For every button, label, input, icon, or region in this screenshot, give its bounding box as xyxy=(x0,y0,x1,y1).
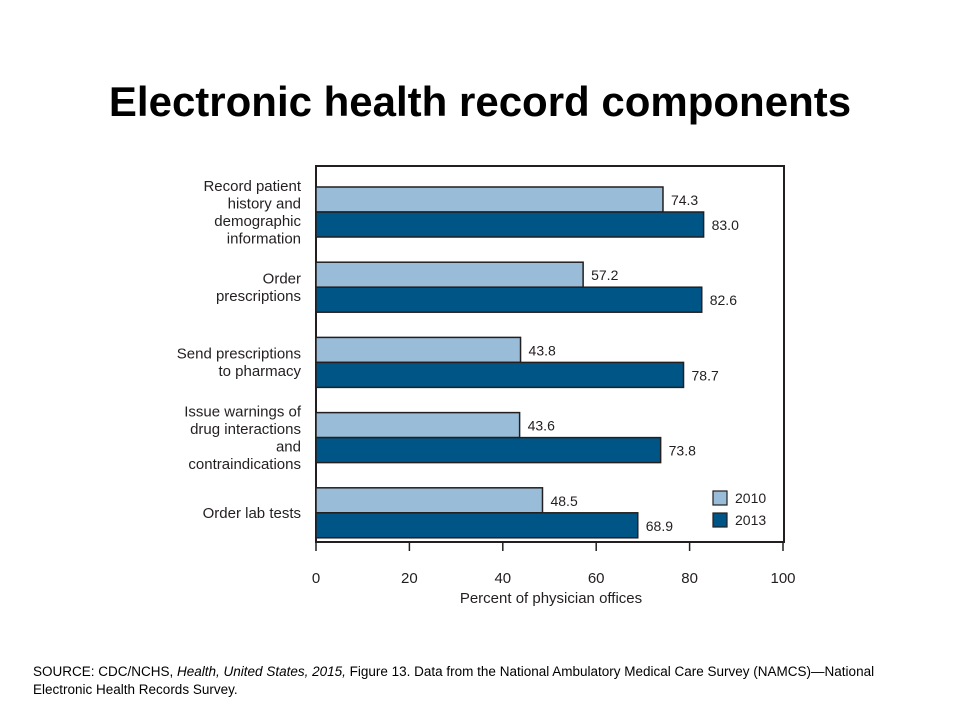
category-label: Issue warnings of drug interactions and con… xyxy=(184,403,302,473)
bar-2010-5 xyxy=(315,487,544,514)
bar-value-label: 68.9 xyxy=(646,518,673,534)
legend-label-2010: 2010 xyxy=(735,490,766,506)
source-note: SOURCE: CDC/NCHS, Health, United States,… xyxy=(33,663,933,699)
category-label: Order prescriptions xyxy=(216,270,301,305)
bar-2013-3 xyxy=(315,361,685,389)
bar-value-label: 82.6 xyxy=(710,292,737,308)
category-label: Order lab tests xyxy=(203,505,301,522)
x-tick-label: 60 xyxy=(588,570,605,587)
bar-value-label: 78.7 xyxy=(692,367,719,383)
bar-value-label: 73.8 xyxy=(669,443,696,459)
x-tick-label: 0 xyxy=(312,570,320,587)
legend-swatch-2010 xyxy=(712,490,728,506)
source-suffix: Figure 13. Data from the National Ambula… xyxy=(33,664,875,697)
bar-value-label: 43.8 xyxy=(529,342,556,358)
bar-2010-1 xyxy=(315,186,664,213)
bar-2010-2 xyxy=(315,261,584,288)
bar-value-label: 48.5 xyxy=(550,493,577,509)
bar-2013-2 xyxy=(315,286,703,313)
x-tick-label: 20 xyxy=(401,570,418,587)
bar-value-label: 83.0 xyxy=(712,217,739,233)
category-label: Send prescriptions to pharmacy xyxy=(177,346,302,381)
x-tick-label: 100 xyxy=(770,570,795,587)
legend-label-2013: 2013 xyxy=(735,512,766,528)
bar-2013-4 xyxy=(315,436,662,464)
bar-value-label: 43.6 xyxy=(528,418,555,434)
bar-2013-5 xyxy=(315,512,639,539)
category-label: Record patient history and demographic info… xyxy=(203,178,301,248)
x-tick-label: 80 xyxy=(681,570,698,587)
bar-value-label: 74.3 xyxy=(671,192,698,208)
bar-value-label: 57.2 xyxy=(591,267,618,283)
slide-title: Electronic health record components xyxy=(108,78,852,125)
bar-2010-4 xyxy=(315,411,521,439)
source-italic: Health, United States, 2015, xyxy=(177,664,346,679)
source-prefix: SOURCE: CDC/NCHS, xyxy=(33,664,178,679)
legend-swatch-2013 xyxy=(712,512,728,528)
x-axis-title: Percent of physician offices xyxy=(460,590,642,607)
x-tick-label: 40 xyxy=(494,570,511,587)
bar-2013-1 xyxy=(315,211,705,238)
bar-2010-3 xyxy=(315,336,522,364)
